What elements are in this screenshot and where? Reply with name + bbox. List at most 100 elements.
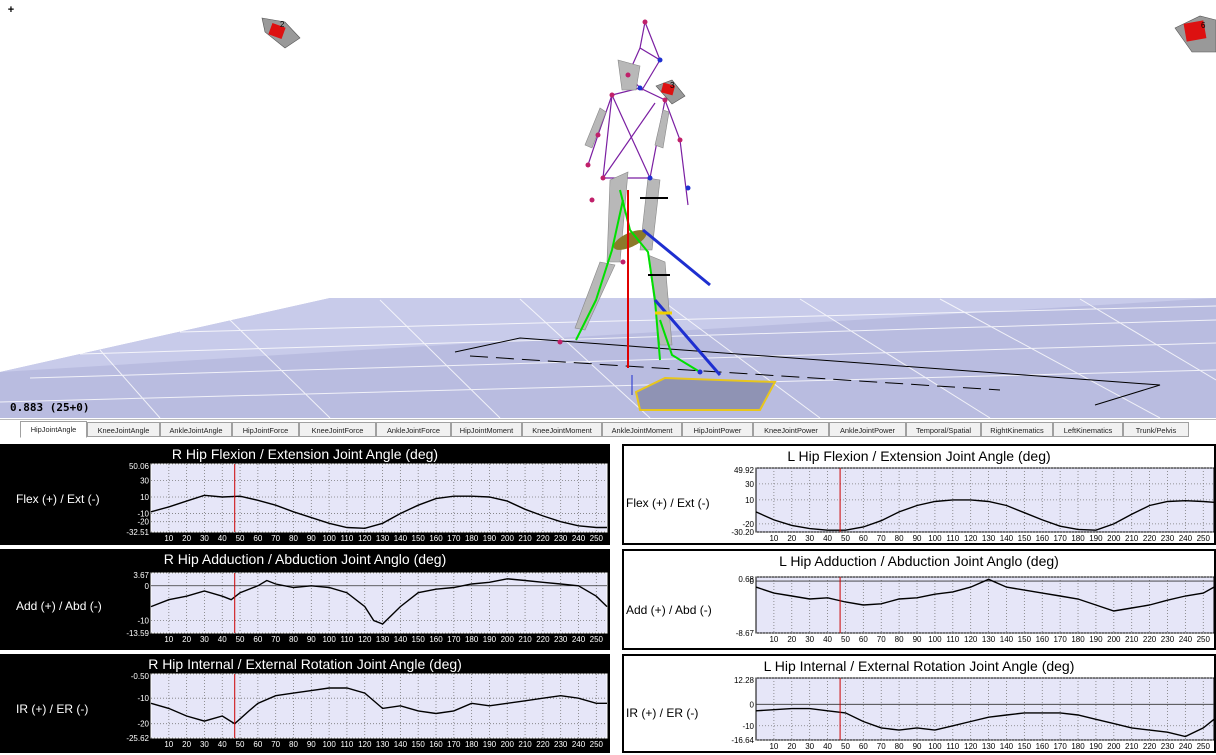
tab-kneejointforce[interactable]: KneeJointForce [299,422,376,437]
x-tick-label: 40 [823,635,832,644]
plot-area[interactable]: 10 20 30 40 50 60 70 80 90 100 110 120 130 140 150 160 1… [624,656,1216,755]
x-tick-label: 10 [164,534,173,543]
x-tick-label: 70 [877,742,886,751]
x-tick-label: 140 [1000,534,1014,543]
camera-3-label: 3 [670,81,675,90]
x-tick-label: 170 [447,534,461,543]
chart-panel-r-hip-rotation[interactable]: R Hip Internal / External Rotation Joint… [0,654,610,753]
x-tick-label: 120 [964,534,978,543]
x-tick-label: 10 [769,534,778,543]
plot-area[interactable]: 10 20 30 40 50 60 70 80 90 100 110 120 130 140 150 160 1… [0,549,610,650]
tab-kneejointpower[interactable]: KneeJointPower [753,422,829,437]
x-tick-label: 130 [376,740,390,749]
y-tick-label: 10 [140,493,149,502]
chart-panel-r-hip-flexion[interactable]: R Hip Flexion / Extension Joint Angle (d… [0,444,610,545]
report-tab-bar: HipJointAngle KneeJointAngle AnkleJointAng… [0,419,1216,442]
camera-6-icon[interactable]: 6 [1174,15,1216,53]
chart-title: R Hip Internal / External Rotation Joint… [148,656,462,672]
x-tick-label: 40 [218,740,227,749]
x-tick-label: 80 [289,740,298,749]
tab-temporal-spatial[interactable]: Temporal/Spatial [906,422,981,437]
x-tick-label: 200 [1107,742,1121,751]
x-tick-label: 200 [1107,534,1121,543]
x-tick-label: 110 [946,534,959,543]
x-tick-label: 70 [271,635,280,644]
x-tick-label: 160 [1036,635,1050,644]
tab-hipjointpower[interactable]: HipJointPower [682,422,753,437]
x-tick-label: 140 [1000,635,1014,644]
y-axis-label: IR (+) / ER (-) [626,706,699,720]
x-tick-label: 250 [590,534,604,543]
expand-view-button[interactable]: + [7,4,15,16]
x-tick-label: 180 [465,534,479,543]
x-tick-label: 150 [412,740,426,749]
tab-anklejointforce[interactable]: AnkleJointForce [376,422,451,437]
x-tick-label: 30 [805,635,814,644]
y-tick-label: 0 [750,577,755,586]
joint-angle-curve [150,687,607,725]
y-tick-label: -20 [742,520,754,529]
x-tick-label: 150 [1018,534,1032,543]
x-tick-label: 170 [447,635,461,644]
x-tick-label: 20 [787,742,796,751]
tab-trunk-pelvis[interactable]: Trunk/Pelvis [1123,422,1189,437]
camera-6-label: 6 [1201,21,1206,30]
y-axis-label: Add (+) / Abd (-) [626,603,712,617]
x-tick-label: 190 [1089,742,1103,751]
x-tick-label: 20 [787,635,796,644]
tab-leftkinematics[interactable]: LeftKinematics [1053,422,1123,437]
x-tick-label: 250 [1197,635,1211,644]
chart-panel-l-hip-adduction[interactable]: L Hip Adduction / Abduction Joint Anglo … [622,549,1216,650]
x-tick-label: 130 [982,742,996,751]
3d-scene[interactable]: 2 3 6 [0,0,1216,418]
joint-angle-curve [755,578,1215,612]
tab-anklejointmoment[interactable]: AnkleJointMoment [602,422,682,437]
x-tick-label: 60 [859,534,868,543]
x-tick-label: 210 [518,740,532,749]
x-tick-label: 250 [1197,742,1211,751]
x-tick-label: 70 [877,635,886,644]
tab-hipjointforce[interactable]: HipJointForce [232,422,299,437]
plot-background [755,576,1215,634]
x-tick-label: 40 [218,534,227,543]
x-tick-label: 140 [394,534,408,543]
x-tick-label: 120 [964,635,978,644]
x-tick-label: 50 [236,635,245,644]
x-tick-label: 220 [536,534,550,543]
tab-hipjointangle[interactable]: HipJointAngle [20,421,87,438]
joint-angle-curve [755,499,1215,531]
x-tick-label: 170 [1053,534,1067,543]
x-tick-label: 20 [182,635,191,644]
3d-viewport[interactable]: 2 3 6 + 0.883 (25+0) [0,0,1216,418]
x-tick-label: 50 [236,740,245,749]
x-tick-label: 190 [483,635,497,644]
x-tick-label: 220 [536,635,550,644]
plot-area[interactable]: 10 20 30 40 50 60 70 80 90 100 110 120 130 140 150 160 1… [624,446,1216,547]
x-tick-label: 230 [554,740,568,749]
x-tick-label: 160 [429,534,443,543]
x-tick-label: 160 [429,740,443,749]
tab-rightkinematics[interactable]: RightKinematics [981,422,1053,437]
tab-anklejointangle[interactable]: AnkleJointAngle [160,422,232,437]
tab-anklejointpower[interactable]: AnkleJointPower [829,422,906,437]
y-tick-label: -0.50 [131,672,150,681]
y-tick-label: 10 [745,496,754,505]
camera-3-icon[interactable]: 3 [655,79,686,105]
chart-panel-l-hip-flexion[interactable]: L Hip Flexion / Extension Joint Angle (d… [622,444,1216,545]
plot-area[interactable]: 10 20 30 40 50 60 70 80 90 100 110 120 130 140 150 160 1… [0,444,610,545]
camera-2-icon[interactable]: 2 [261,17,301,49]
tab-kneejointmoment[interactable]: KneeJointMoment [522,422,602,437]
x-tick-label: 230 [1161,742,1175,751]
chart-panel-r-hip-adduction[interactable]: R Hip Adduction / Abduction Joint Anglo … [0,549,610,650]
x-tick-label: 60 [859,742,868,751]
x-tick-label: 120 [358,534,372,543]
frame-readout: 0.883 (25+0) [10,401,90,414]
tab-kneejointangle[interactable]: KneeJointAngle [87,422,160,437]
tab-hipjointmoment[interactable]: HipJointMoment [451,422,522,437]
chart-panel-l-hip-rotation[interactable]: L Hip Internal / External Rotation Joint… [622,654,1216,753]
plot-area[interactable]: 10 20 30 40 50 60 70 80 90 100 110 120 130 140 150 160 1… [624,551,1216,652]
x-tick-label: 30 [200,534,209,543]
x-tick-label: 170 [447,740,461,749]
x-tick-label: 240 [572,635,586,644]
plot-area[interactable]: 10 20 30 40 50 60 70 80 90 100 110 120 130 140 150 160 1… [0,654,610,753]
